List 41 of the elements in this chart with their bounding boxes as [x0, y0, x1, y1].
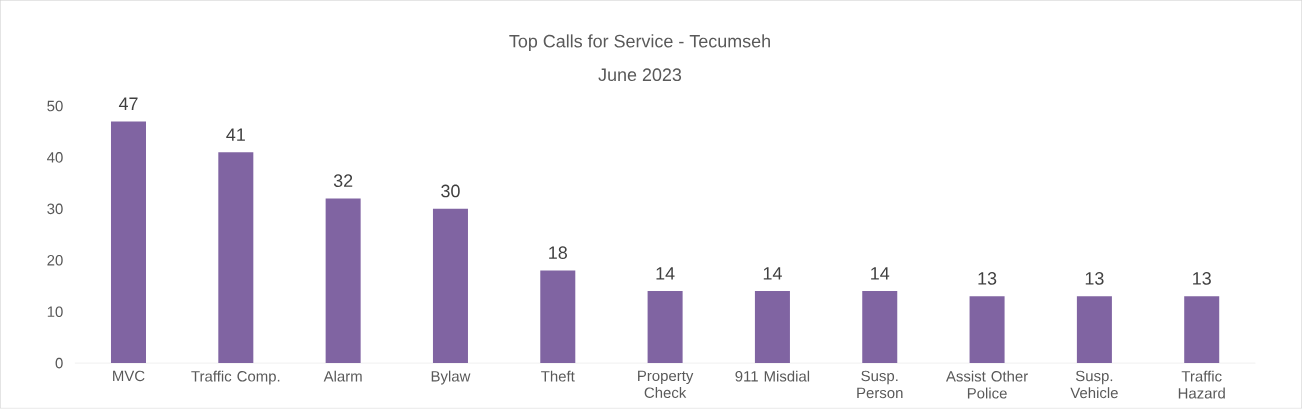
chart-subtitle: June 2023 [598, 68, 682, 82]
y-tick-label: 50 [47, 100, 63, 112]
data-label: 14 [656, 267, 675, 280]
data-label: 41 [226, 128, 245, 141]
data-label: 32 [333, 174, 353, 188]
x-tick-label: MVC [113, 370, 145, 382]
y-tick-label: 40 [47, 152, 63, 163]
data-label: 30 [441, 184, 460, 198]
data-label: 14 [763, 267, 782, 280]
x-tick-label: Susp. Vehicle [1070, 370, 1118, 399]
bar [1184, 296, 1220, 364]
x-tick-label: Traffic Hazard [1178, 370, 1225, 399]
bar [754, 291, 790, 364]
bar [969, 296, 1005, 364]
data-label: 13 [978, 272, 997, 285]
y-tick-label: 0 [55, 358, 63, 369]
x-tick-label: Assist Other Police [945, 370, 1028, 399]
y-tick-label: 10 [47, 306, 63, 318]
bar [110, 121, 146, 364]
data-label: 13 [1193, 272, 1211, 285]
x-tick-label: Property Check [638, 370, 694, 399]
data-label: 18 [549, 246, 567, 260]
bar [325, 198, 361, 364]
bar [540, 270, 576, 364]
x-tick-label: Bylaw [431, 370, 471, 385]
y-tick-label: 30 [47, 203, 63, 215]
chart-title: Top Calls for Service - Tecumseh [509, 34, 770, 52]
y-tick-label: 20 [47, 255, 63, 266]
bar [1076, 296, 1112, 364]
bar [862, 291, 898, 364]
x-tick-label: 911 Misdial [735, 370, 810, 382]
data-label: 47 [118, 97, 138, 111]
x-tick-label: Alarm [323, 370, 362, 382]
bar [432, 209, 468, 364]
x-tick-label: Susp. Person [857, 370, 903, 399]
bar [218, 152, 254, 364]
x-tick-label: Traffic Comp. [191, 370, 280, 385]
data-label: 14 [871, 267, 890, 280]
x-tick-label: Theft [541, 370, 575, 382]
bar [647, 291, 683, 364]
data-label: 13 [1085, 272, 1104, 285]
